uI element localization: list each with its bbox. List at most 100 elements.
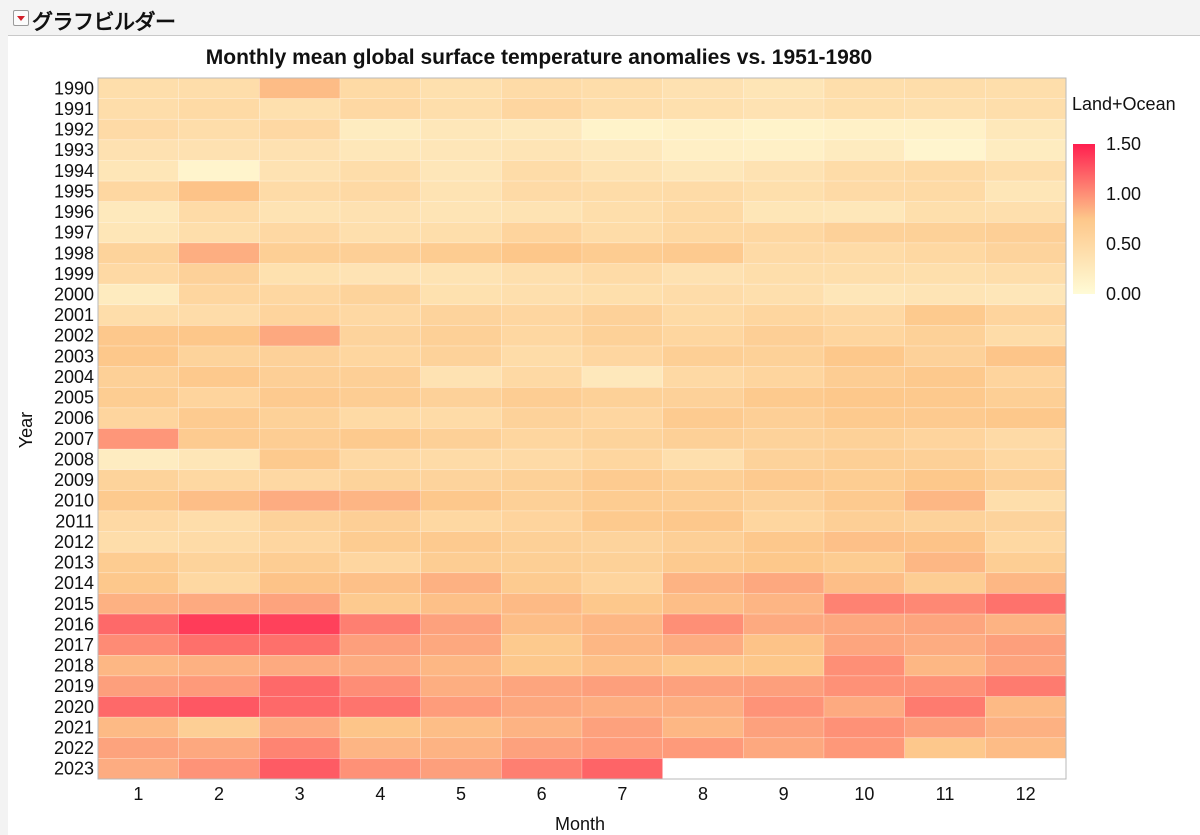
heatmap-cell [904, 201, 986, 223]
heatmap-cell [581, 304, 663, 326]
heatmap-cell [823, 737, 905, 759]
heatmap-cell [743, 304, 825, 326]
heatmap-cell [420, 654, 502, 677]
heatmap-cell [259, 551, 341, 574]
heatmap-cell [985, 551, 1067, 574]
heatmap-cell [823, 654, 905, 677]
heatmap-cell [823, 386, 905, 409]
plot-frame [97, 77, 1067, 780]
heatmap-cell [420, 263, 502, 285]
heatmap-cell [581, 531, 663, 553]
heatmap-cell [985, 593, 1067, 615]
heatmap-cell [339, 118, 421, 141]
heatmap-cell [581, 490, 663, 512]
heatmap-cell [743, 737, 825, 759]
heatmap-cell [743, 118, 825, 141]
heatmap-cell [743, 716, 825, 739]
heatmap-cell [662, 222, 744, 244]
heatmap-cell [178, 304, 260, 326]
heatmap-cell [97, 160, 179, 182]
y-tick-label: 2007 [54, 429, 94, 449]
heatmap-cell [985, 613, 1067, 635]
y-tick-label: 2019 [54, 676, 94, 696]
heatmap-cell [823, 531, 905, 553]
heatmap-cell [904, 222, 986, 244]
heatmap-cell [97, 345, 179, 367]
heatmap-cell [904, 407, 986, 429]
heatmap-cell [178, 366, 260, 388]
y-tick-label: 2009 [54, 470, 94, 490]
heatmap-cell [339, 634, 421, 656]
color-scale-bar [1073, 144, 1095, 294]
heatmap-cell [339, 593, 421, 615]
heatmap-cell [420, 118, 502, 141]
heatmap-cell [339, 201, 421, 223]
heatmap-cell [97, 593, 179, 615]
heatmap-cell [339, 366, 421, 388]
heatmap-cell [743, 510, 825, 532]
heatmap-cell [743, 386, 825, 409]
heatmap-cell [581, 160, 663, 182]
heatmap-cell [420, 758, 502, 780]
heatmap-cell [339, 304, 421, 326]
heatmap-cell [904, 386, 986, 409]
y-tick-label: 1994 [54, 161, 94, 181]
heatmap-cell [985, 366, 1067, 388]
heatmap-cell [259, 531, 341, 553]
heatmap-cell [904, 139, 986, 161]
heatmap-cell [985, 634, 1067, 656]
heatmap-cell [501, 386, 583, 409]
heatmap-cell [823, 613, 905, 635]
heatmap-cell [985, 325, 1067, 347]
heatmap-cell [97, 283, 179, 306]
heatmap-cell [501, 325, 583, 347]
heatmap-cell [420, 551, 502, 574]
heatmap-cell [662, 716, 744, 739]
heatmap-cell [743, 490, 825, 512]
disclosure-toggle-icon[interactable] [13, 10, 29, 26]
heatmap-cell [420, 428, 502, 450]
color-scale-tick-label: 1.00 [1106, 184, 1141, 204]
heatmap-cell [581, 345, 663, 367]
heatmap-cell [420, 716, 502, 739]
heatmap-cell [339, 551, 421, 574]
heatmap-cell [985, 675, 1067, 697]
heatmap-cell [259, 118, 341, 141]
heatmap-cell [339, 737, 421, 759]
heatmap-cell [97, 551, 179, 574]
heatmap-cell [178, 407, 260, 429]
heatmap-cell [743, 98, 825, 120]
color-scale-tick-label: 1.50 [1106, 134, 1141, 154]
heatmap-cell [259, 366, 341, 388]
heatmap-cell [97, 696, 179, 718]
heatmap-cell [97, 469, 179, 491]
heatmap-cell [985, 716, 1067, 739]
x-axis-label: Month [555, 814, 605, 834]
heatmap-cell [985, 139, 1067, 161]
heatmap-cell [581, 366, 663, 388]
heatmap-cell [259, 386, 341, 409]
heatmap-cell [824, 758, 905, 779]
heatmap-cell [420, 531, 502, 553]
heatmap-cell [97, 716, 179, 739]
x-tick-label: 6 [537, 784, 547, 804]
heatmap-cell [743, 448, 825, 471]
heatmap-cell [420, 572, 502, 594]
y-tick-label: 2003 [54, 346, 94, 366]
heatmap-cell [259, 469, 341, 491]
heatmap-cell [420, 386, 502, 409]
heatmap-cell [581, 654, 663, 677]
heatmap-cell [581, 448, 663, 471]
heatmap-cell [339, 696, 421, 718]
heatmap-cell [662, 98, 744, 120]
heatmap-cell [823, 98, 905, 120]
heatmap-cell [178, 448, 260, 471]
heatmap-cell [259, 304, 341, 326]
heatmap-cell [339, 325, 421, 347]
heatmap-cell [985, 531, 1067, 553]
heatmap-cell [339, 139, 421, 161]
heatmap-cell [339, 407, 421, 429]
heatmap-cell [501, 551, 583, 574]
header-divider [8, 35, 1200, 36]
heatmap-cell [259, 675, 341, 697]
